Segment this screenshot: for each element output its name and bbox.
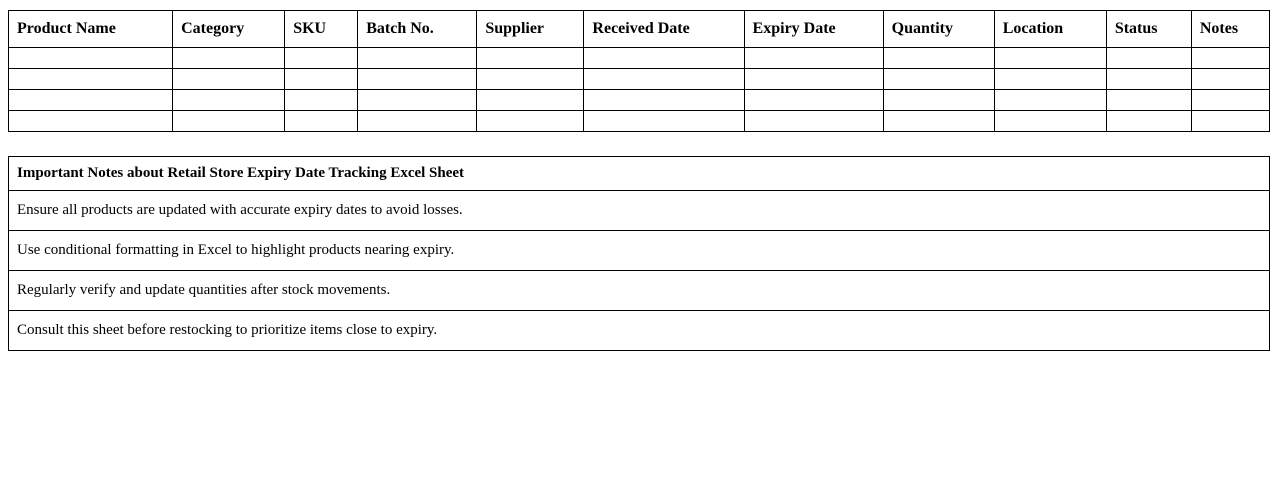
empty-cell xyxy=(172,89,286,111)
empty-cell xyxy=(476,110,585,132)
note-item: Ensure all products are updated with acc… xyxy=(8,190,1270,231)
empty-cell xyxy=(993,110,1107,132)
empty-cell xyxy=(284,68,359,90)
column-header-status: Status xyxy=(1105,10,1192,48)
column-header-location: Location xyxy=(993,10,1107,48)
notes-title-row: Important Notes about Retail Store Expir… xyxy=(8,156,1270,191)
empty-cell xyxy=(743,89,884,111)
empty-cell xyxy=(7,89,174,111)
empty-cell xyxy=(882,89,995,111)
inventory-empty-row xyxy=(7,68,1271,90)
empty-cell xyxy=(583,110,745,132)
note-item: Regularly verify and update quantities a… xyxy=(8,270,1270,311)
column-header-batch-no: Batch No. xyxy=(357,10,478,48)
empty-cell xyxy=(1190,68,1271,90)
note-item: Consult this sheet before restocking to … xyxy=(8,310,1270,351)
column-header-category: Category xyxy=(172,10,286,48)
empty-cell xyxy=(882,68,995,90)
empty-cell xyxy=(583,68,745,90)
empty-cell xyxy=(1190,110,1271,132)
empty-cell xyxy=(7,110,174,132)
column-header-received-date: Received Date xyxy=(583,10,745,48)
empty-cell xyxy=(1105,68,1192,90)
empty-cell xyxy=(882,47,995,69)
empty-cell xyxy=(357,47,478,69)
empty-cell xyxy=(743,68,884,90)
empty-cell xyxy=(284,89,359,111)
empty-cell xyxy=(583,47,745,69)
empty-cell xyxy=(476,47,585,69)
empty-cell xyxy=(583,89,745,111)
empty-cell xyxy=(1105,89,1192,111)
empty-cell xyxy=(7,47,174,69)
empty-cell xyxy=(357,89,478,111)
empty-cell xyxy=(1190,89,1271,111)
empty-cell xyxy=(882,110,995,132)
notes-title: Important Notes about Retail Store Expir… xyxy=(8,156,1270,191)
inventory-empty-row xyxy=(7,110,1271,132)
empty-cell xyxy=(476,68,585,90)
empty-cell xyxy=(743,110,884,132)
note-row: Use conditional formatting in Excel to h… xyxy=(8,230,1270,271)
column-header-quantity: Quantity xyxy=(882,10,995,48)
empty-cell xyxy=(172,47,286,69)
empty-cell xyxy=(993,68,1107,90)
note-row: Regularly verify and update quantities a… xyxy=(8,270,1270,311)
inventory-empty-row xyxy=(7,89,1271,111)
note-row: Ensure all products are updated with acc… xyxy=(8,190,1270,231)
empty-cell xyxy=(7,68,174,90)
empty-cell xyxy=(993,47,1107,69)
empty-cell xyxy=(476,89,585,111)
note-item: Use conditional formatting in Excel to h… xyxy=(8,230,1270,271)
empty-cell xyxy=(1105,47,1192,69)
empty-cell xyxy=(172,68,286,90)
empty-cell xyxy=(1190,47,1271,69)
column-header-product-name: Product Name xyxy=(7,10,174,48)
inventory-table: Product Name Category SKU Batch No. Supp… xyxy=(7,10,1271,132)
inventory-header-row: Product Name Category SKU Batch No. Supp… xyxy=(7,10,1271,48)
empty-cell xyxy=(284,110,359,132)
column-header-notes: Notes xyxy=(1190,10,1271,48)
note-row: Consult this sheet before restocking to … xyxy=(8,310,1270,351)
empty-cell xyxy=(1105,110,1192,132)
column-header-sku: SKU xyxy=(284,10,359,48)
document-page: Product Name Category SKU Batch No. Supp… xyxy=(7,10,1271,351)
empty-cell xyxy=(743,47,884,69)
empty-cell xyxy=(993,89,1107,111)
empty-cell xyxy=(284,47,359,69)
column-header-supplier: Supplier xyxy=(476,10,585,48)
notes-table: Important Notes about Retail Store Expir… xyxy=(8,156,1270,351)
empty-cell xyxy=(172,110,286,132)
empty-cell xyxy=(357,110,478,132)
inventory-empty-row xyxy=(7,47,1271,69)
column-header-expiry-date: Expiry Date xyxy=(743,10,884,48)
empty-cell xyxy=(357,68,478,90)
